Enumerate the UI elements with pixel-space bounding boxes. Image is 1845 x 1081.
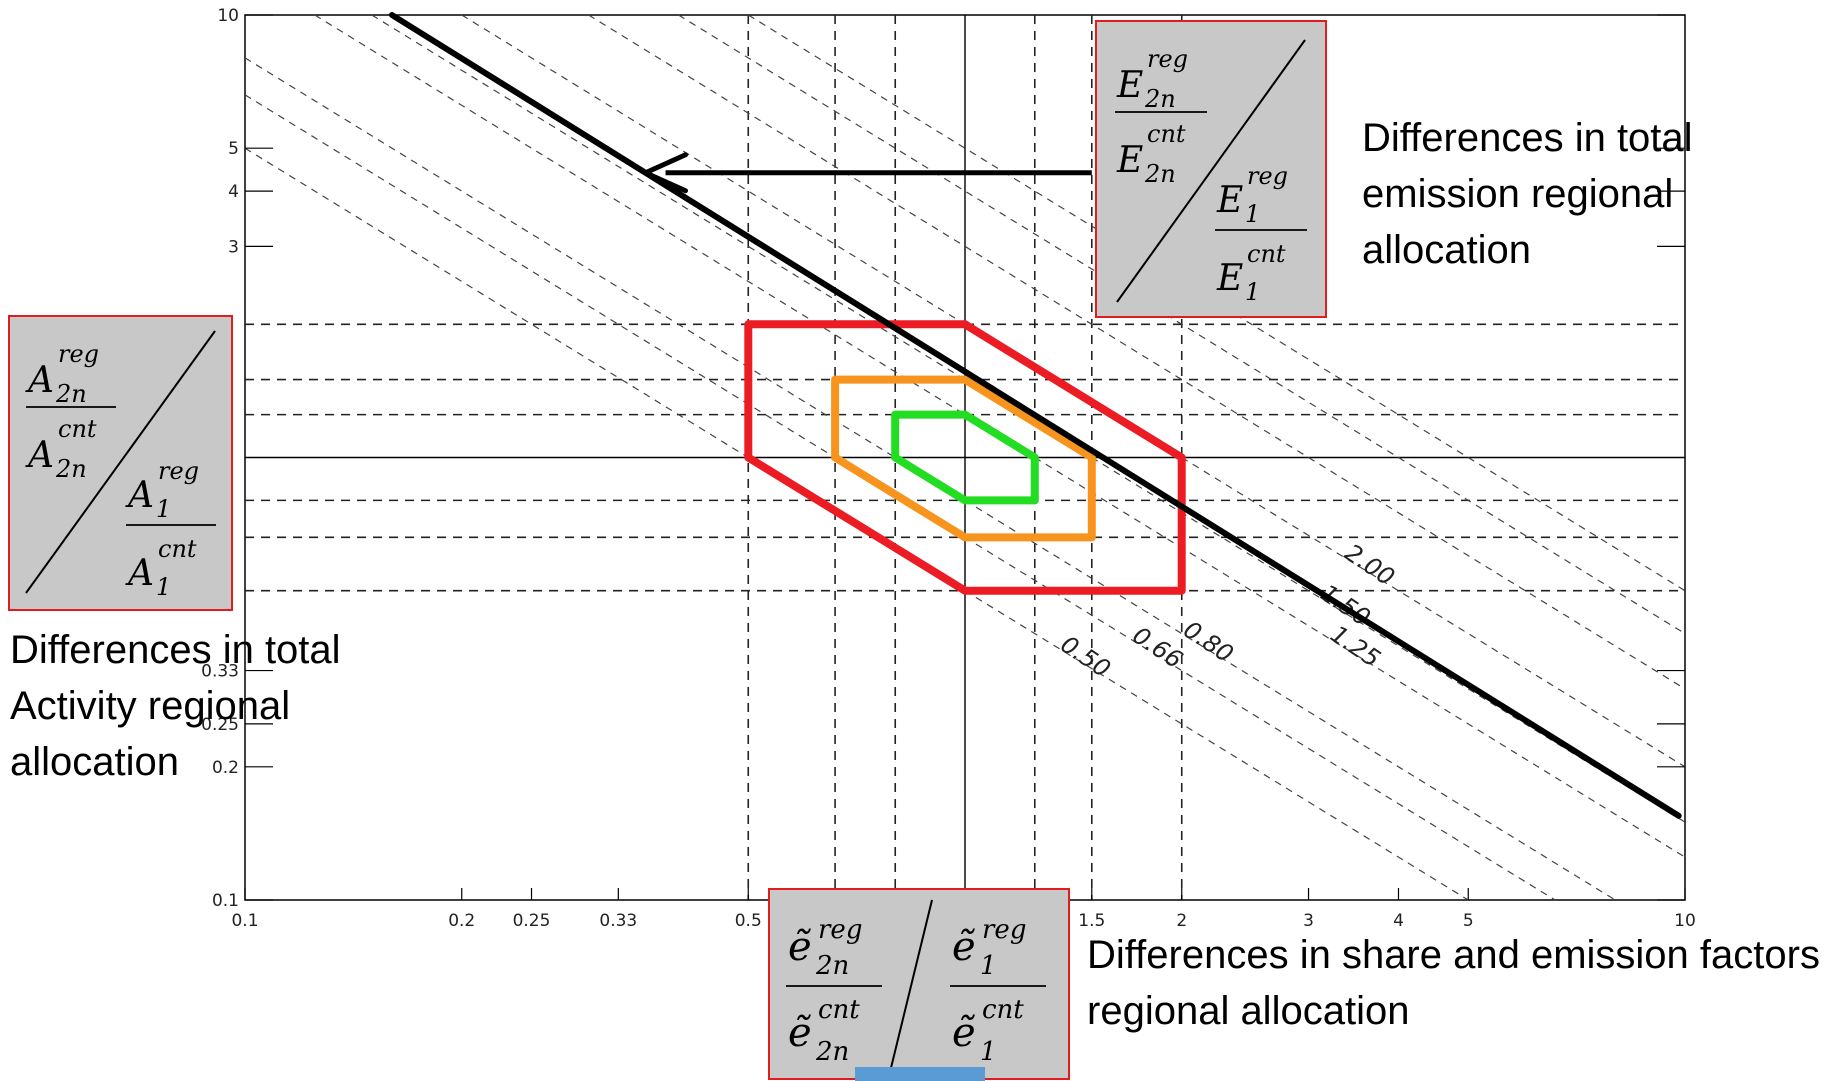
emission-top-base: E xyxy=(1116,65,1143,106)
share-top-sub: 2n xyxy=(815,951,849,981)
total-emission-note: Differences in total emission regional a… xyxy=(1362,116,1693,272)
y-tick-label: 4 xyxy=(228,182,239,202)
emission-bot-sup: cnt xyxy=(1247,240,1286,268)
y-tick-label: 0.25 xyxy=(201,715,239,735)
share-formula-box: ẽ reg 2n ẽ cnt 2n ẽ reg 1 ẽ cnt 1 xyxy=(768,888,1070,1080)
contour-line xyxy=(588,14,1686,690)
share-low-sub: 1 xyxy=(980,951,997,981)
y-tick-label: 0.1 xyxy=(212,891,239,911)
activity-mid-base: A xyxy=(25,435,54,476)
emission-top-sup: reg xyxy=(1147,45,1188,73)
share-bot-sup: cnt xyxy=(982,995,1024,1025)
allocation-polygons xyxy=(744,320,1186,595)
arrow-head xyxy=(643,152,689,194)
x-tick-label: 1.5 xyxy=(1078,911,1105,931)
x-tick-label: 4 xyxy=(1393,911,1404,931)
activity-top-base: A xyxy=(25,360,54,401)
activity-low-base: A xyxy=(125,475,154,516)
activity-low-sup: reg xyxy=(158,457,199,485)
share-bot-sub: 1 xyxy=(980,1037,997,1067)
share-top-sup: reg xyxy=(818,915,862,945)
thick-diagonal-line xyxy=(388,12,1682,819)
share-mid-sup: cnt xyxy=(818,995,860,1025)
allocation-polygon xyxy=(891,410,1039,505)
share-low-base: ẽ xyxy=(952,924,976,970)
x-tick-label: 5 xyxy=(1463,911,1474,931)
y-tick-label: 3 xyxy=(228,237,239,257)
emission-formula-box: E reg 2n E cnt 2n E reg 1 E cnt 1 xyxy=(1095,20,1327,318)
x-tick-label: 10 xyxy=(1674,911,1696,931)
allocation-polygon xyxy=(744,320,1186,595)
emission-low-sup: reg xyxy=(1247,162,1288,190)
y-tick-label: 10 xyxy=(217,6,239,26)
activity-bot-sup: cnt xyxy=(158,535,197,563)
x-tick-label: 0.33 xyxy=(599,911,637,931)
share-mid-sub: 2n xyxy=(815,1037,849,1067)
x-tick-label: 2 xyxy=(1176,911,1187,931)
share-low-sup: reg xyxy=(982,915,1026,945)
activity-low-sub: 1 xyxy=(156,495,171,523)
activity-formula-box: A reg 2n A cnt 2n A reg 1 A cnt 1 xyxy=(8,315,233,611)
activity-top-sub: 2n xyxy=(55,380,87,408)
activity-formula: A reg 2n A cnt 2n A reg 1 A cnt 1 xyxy=(25,330,216,601)
activity-bot-base: A xyxy=(125,553,154,594)
emission-top-sub: 2n xyxy=(1144,85,1176,113)
activity-mid-sub: 2n xyxy=(55,455,87,483)
x-tick-label: 0.2 xyxy=(448,911,475,931)
emission-bot-sub: 1 xyxy=(1245,278,1260,306)
share-emission-note: Differences in share and emission factor… xyxy=(1087,933,1820,1033)
activity-mid-sup: cnt xyxy=(58,415,97,443)
emission-low-sub: 1 xyxy=(1245,200,1260,228)
emission-mid-base: E xyxy=(1116,140,1143,181)
emission-formula: E reg 2n E cnt 2n E reg 1 E cnt 1 xyxy=(1115,39,1307,306)
share-formula: ẽ reg 2n ẽ cnt 2n ẽ reg 1 ẽ cnt 1 xyxy=(786,899,1046,1073)
emission-low-base: E xyxy=(1216,180,1243,221)
share-mid-base: ẽ xyxy=(788,1010,812,1056)
activity-top-sup: reg xyxy=(58,340,99,368)
activity-bot-sub: 1 xyxy=(156,573,171,601)
share-bot-base: ẽ xyxy=(952,1010,976,1056)
x-tick-label: 0.25 xyxy=(513,911,551,931)
x-tick-label: 0.5 xyxy=(735,911,762,931)
emission-bot-base: E xyxy=(1216,258,1243,299)
emission-mid-sub: 2n xyxy=(1144,160,1176,188)
logo-strip xyxy=(855,1067,985,1081)
x-tick-label: 0.1 xyxy=(231,911,258,931)
thick-diagonal xyxy=(388,12,1682,819)
share-top-base: ẽ xyxy=(788,924,812,970)
y-tick-label: 0.33 xyxy=(201,662,239,682)
x-tick-label: 3 xyxy=(1303,911,1314,931)
y-tick-label: 5 xyxy=(228,139,239,159)
allocation-polygon xyxy=(831,375,1096,542)
emission-mid-sup: cnt xyxy=(1147,120,1186,148)
y-tick-label: 0.2 xyxy=(212,758,239,778)
axis-ticks: 0.1 0.2 0.25 0.33 0.5 1.5 2 3 4 5 10 10 5 4 3 0.33 0.25 0… xyxy=(201,6,1696,931)
total-activity-note: Differences in total Activity regional a… xyxy=(10,628,341,784)
contour-line xyxy=(678,14,1686,635)
contour-line xyxy=(314,14,1686,858)
contour-line xyxy=(244,57,1616,901)
